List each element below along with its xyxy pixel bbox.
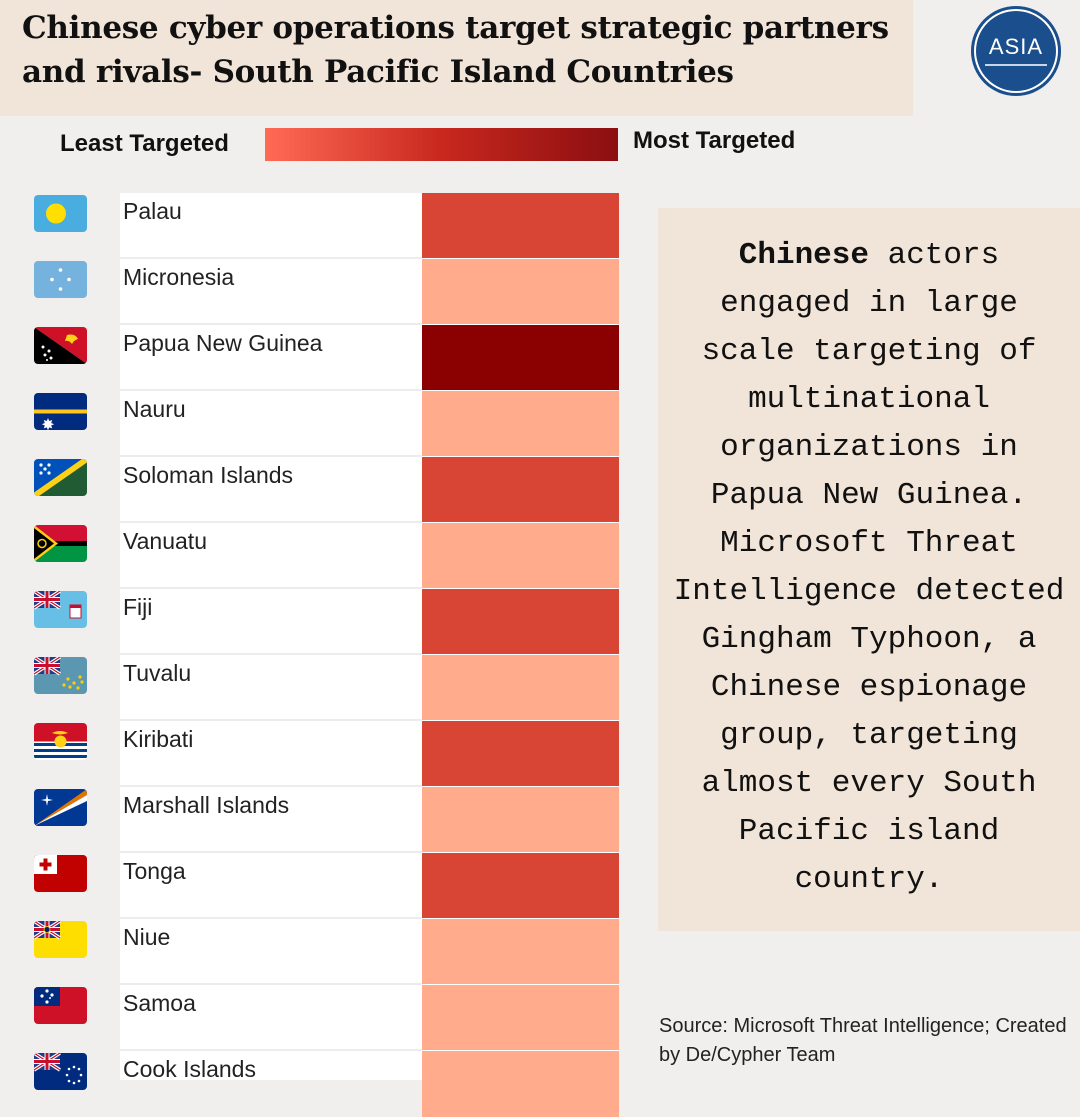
country-label: Soloman Islands [123, 462, 294, 488]
heatmap-cell [422, 391, 619, 456]
row-divider [120, 719, 422, 721]
row-divider [120, 983, 422, 985]
palau-flag-icon [34, 195, 87, 232]
country-label: Fiji [123, 594, 153, 620]
heatmap-cell [422, 1051, 619, 1117]
heatmap-cell [422, 523, 619, 588]
tuvalu-flag-icon [34, 657, 87, 694]
row-divider [120, 257, 422, 259]
country-label: Micronesia [123, 264, 235, 290]
table-row: Tonga [120, 853, 619, 919]
heatmap-cell [422, 985, 619, 1050]
heatmap-cell [422, 919, 619, 984]
logo-text: ASIA [988, 34, 1044, 59]
table-row: Nauru [120, 391, 619, 457]
fiji-flag-icon [34, 591, 87, 628]
source-credit: Source: Microsoft Threat Intelligence; C… [659, 1015, 1067, 1066]
heatmap-table: Palau Micronesia Papua New Guinea Nauru Solo… [120, 193, 619, 1117]
country-label: Papua New Guinea [123, 330, 323, 356]
micronesia-flag-icon [34, 261, 87, 298]
niue-flag-icon [34, 921, 87, 958]
table-row: Vanuatu [120, 523, 619, 589]
legend-gradient-bar [265, 128, 618, 161]
country-label: Tuvalu [123, 660, 192, 686]
country-label: Tonga [123, 858, 186, 884]
table-row: Samoa [120, 985, 619, 1051]
row-divider [120, 389, 422, 391]
heatmap-cell [422, 325, 619, 390]
country-label: Vanuatu [123, 528, 207, 554]
table-row: Tuvalu [120, 655, 619, 721]
legend-most-label: Most Targeted [633, 127, 796, 154]
tonga-flag-icon [34, 855, 87, 892]
heatmap-cell [422, 721, 619, 786]
solomon-islands-flag-icon [34, 459, 87, 496]
papua-new-guinea-flag-icon [34, 327, 87, 364]
row-divider [120, 785, 422, 787]
note-text: Chinese actors engaged in large scale ta… [668, 232, 1070, 904]
row-divider [120, 851, 422, 853]
table-row: Kiribati [120, 721, 619, 787]
note-bold: Chinese [738, 238, 869, 273]
kiribati-flag-icon [34, 723, 87, 760]
table-row: Papua New Guinea [120, 325, 619, 391]
vanuatu-flag-icon [34, 525, 87, 562]
note-rest: actors engaged in large scale targeting … [673, 238, 1065, 897]
page-title: Chinese cyber operations target strategi… [22, 10, 889, 90]
country-label: Nauru [123, 396, 186, 422]
country-label: Palau [123, 198, 182, 224]
marshall-islands-flag-icon [34, 789, 87, 826]
country-label: Cook Islands [123, 1056, 256, 1082]
samoa-flag-icon [34, 987, 87, 1024]
heatmap-cell [422, 787, 619, 852]
heatmap-cell [422, 655, 619, 720]
row-divider [120, 917, 422, 919]
title-box: Chinese cyber operations target strategi… [0, 0, 913, 116]
country-label: Marshall Islands [123, 792, 290, 818]
table-row: Palau [120, 193, 619, 259]
legend-least-label: Least Targeted [60, 130, 229, 157]
table-row: Cook Islands [120, 1051, 619, 1117]
row-divider [120, 323, 422, 325]
row-divider [120, 521, 422, 523]
country-label: Samoa [123, 990, 196, 1016]
country-label: Kiribati [123, 726, 194, 752]
heatmap-cell [422, 193, 619, 258]
row-divider [120, 455, 422, 457]
heatmap-cell [422, 457, 619, 522]
row-divider [120, 1049, 422, 1051]
table-row: Fiji [120, 589, 619, 655]
country-label: Niue [123, 924, 171, 950]
table-row: Niue [120, 919, 619, 985]
note-box: Chinese actors engaged in large scale ta… [658, 208, 1080, 931]
table-row: Soloman Islands [120, 457, 619, 523]
heatmap-cell [422, 853, 619, 918]
table-row: Micronesia [120, 259, 619, 325]
row-divider [120, 587, 422, 589]
heatmap-cell [422, 259, 619, 324]
nauru-flag-icon [34, 393, 87, 430]
row-divider [120, 653, 422, 655]
heatmap-cell [422, 589, 619, 654]
logo-underline [985, 64, 1047, 66]
asia-logo: ASIA [971, 6, 1061, 96]
table-row: Marshall Islands [120, 787, 619, 853]
cook-islands-flag-icon [34, 1053, 87, 1090]
